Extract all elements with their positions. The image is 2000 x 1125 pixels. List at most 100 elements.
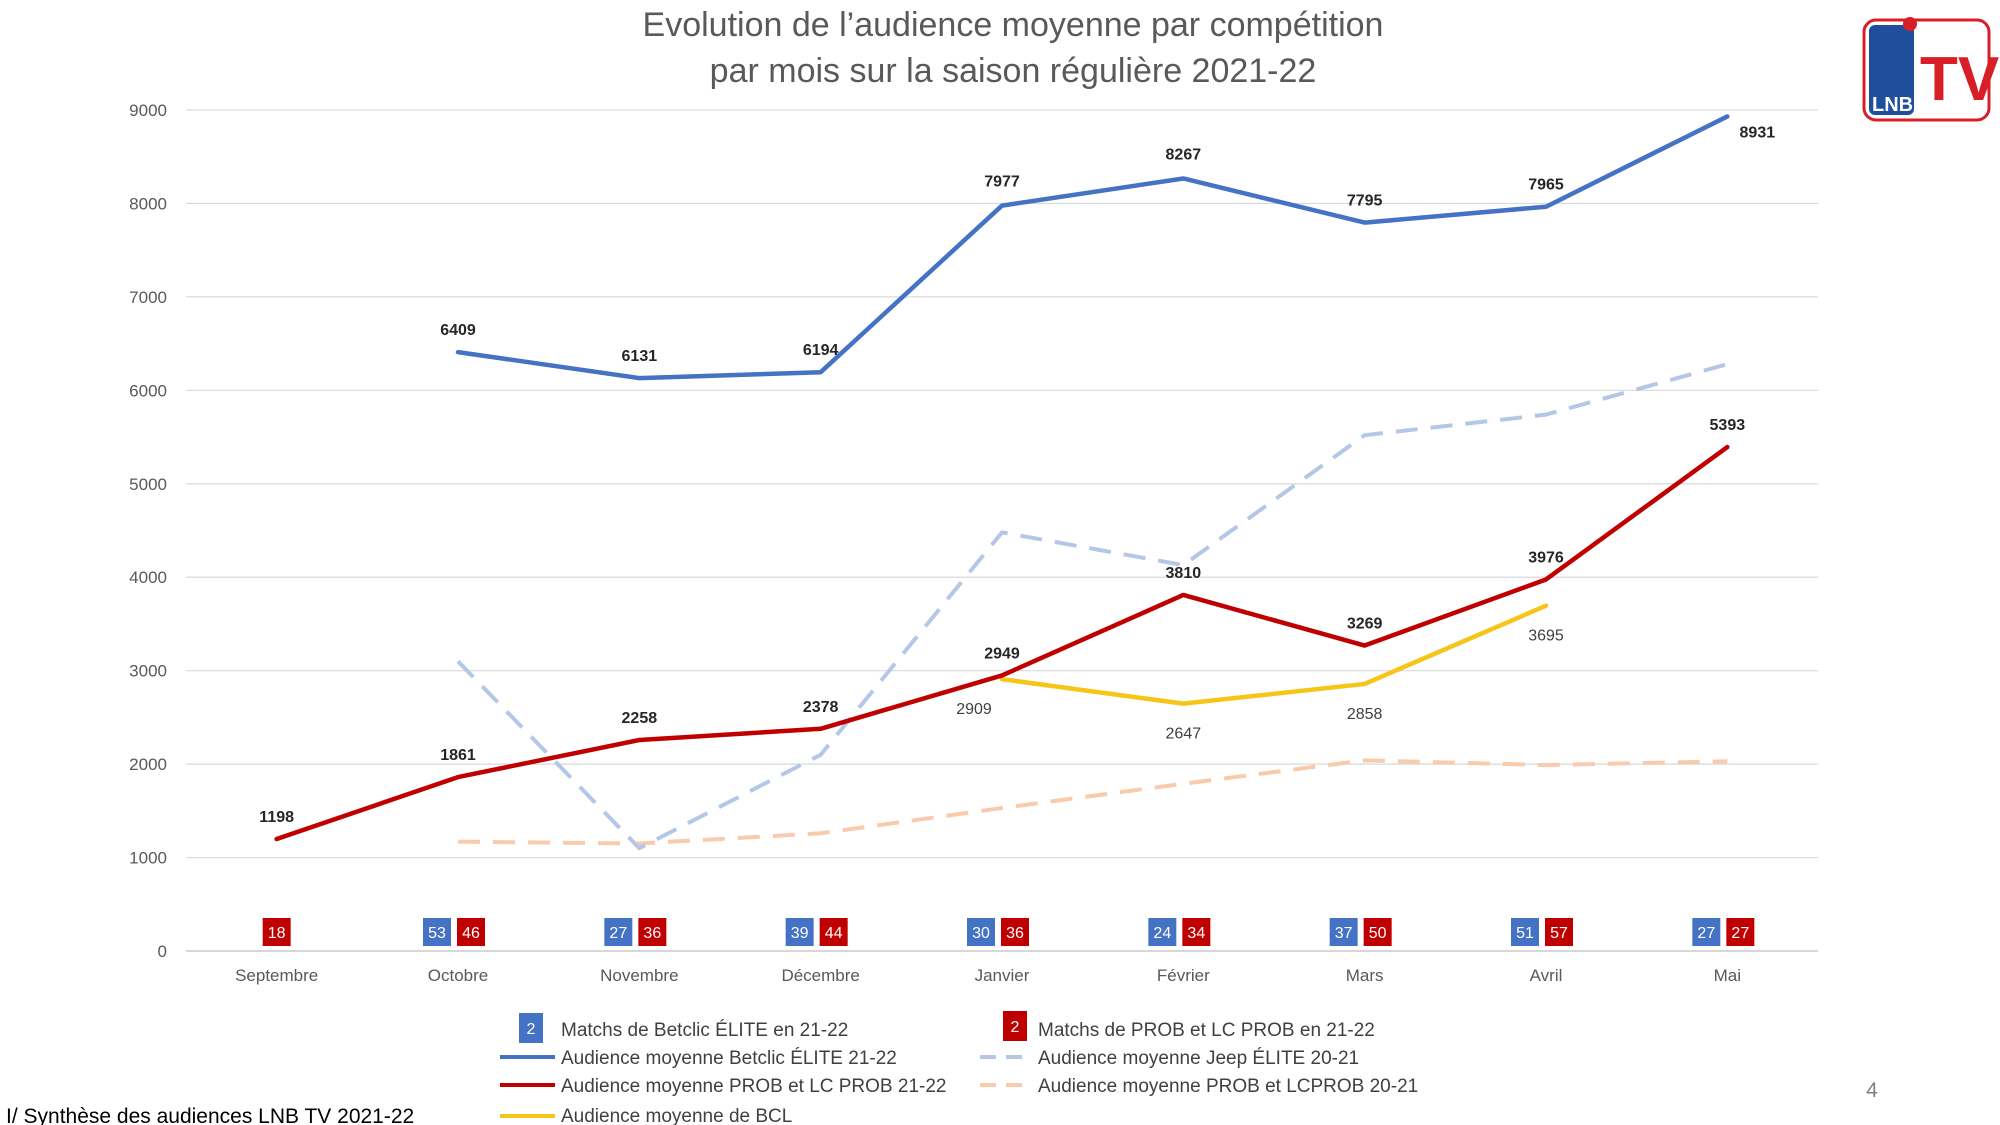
y-tick-label: 8000 [129, 194, 167, 213]
badge-prob [457, 918, 485, 946]
data-label-elite: 8931 [1740, 124, 1776, 141]
badge-prob-count: 36 [1006, 925, 1024, 942]
series-line-lcprob2021 [457, 758, 1728, 846]
badge-prob [1726, 918, 1755, 946]
data-label-bcl: 2858 [1347, 706, 1383, 723]
legend-prob: Audience moyenne PROB et LC PROB 21-22 [561, 1076, 946, 1097]
y-tick-label: 7000 [129, 288, 167, 307]
badge-elite-count: 51 [1516, 925, 1534, 942]
y-axis-ticks: 0 1000 2000 3000 4000 5000 6000 7000 8000 9000 [129, 101, 167, 961]
y-tick-label: 4000 [129, 568, 167, 587]
legend-badge-elite-text: 2 [527, 1021, 536, 1038]
data-label-elite: 6409 [440, 322, 476, 339]
badge-elite-count: 53 [428, 925, 446, 942]
badge-elite [423, 918, 451, 946]
y-tick-label: 6000 [129, 381, 167, 400]
data-label-bcl: 2647 [1166, 726, 1202, 743]
x-axis-ticks: Septembre Octobre Novembre Décembre Janvier F… [235, 966, 1741, 985]
data-label-elite: 6194 [803, 342, 839, 359]
match-count-badges: 18 53 46 27 36 39 44 30 36 24 34 37 50 51 57 27 27 [262, 918, 1755, 946]
badge-prob-count: 27 [1731, 925, 1749, 942]
legend-prob-matches: Matchs de PROB et LC PROB en 21-22 [1038, 1020, 1375, 1041]
data-label-prob: 3976 [1528, 549, 1564, 566]
y-tick-label: 5000 [129, 475, 167, 494]
basketball-icon [1903, 17, 1917, 31]
badge-prob-count: 44 [825, 925, 843, 942]
badge-prob [1363, 918, 1392, 946]
series-line-elite [455, 114, 1730, 381]
data-label-prob: 2949 [984, 645, 1020, 662]
badge-prob-count: 34 [1187, 925, 1205, 942]
badge-prob-count: 50 [1369, 925, 1387, 942]
y-tick-label: 2000 [129, 755, 167, 774]
legend-bcl: Audience moyenne de BCL [561, 1106, 792, 1125]
y-tick-label: 3000 [129, 662, 167, 681]
x-tick-label: Novembre [600, 966, 678, 985]
legend-jeep: Audience moyenne Jeep ÉLITE 20-21 [1038, 1048, 1359, 1069]
x-tick-label: Mai [1714, 966, 1741, 985]
legend-badge-elite [519, 1013, 543, 1043]
badge-elite [785, 918, 814, 946]
series-line-jeep [456, 362, 1728, 851]
logo-lnb: LNB [1872, 94, 1913, 116]
data-label-bcl: 2909 [956, 701, 992, 718]
badge-elite [1148, 918, 1177, 946]
data-label-elite: 7795 [1347, 193, 1383, 210]
data-label-prob: 5393 [1710, 417, 1746, 434]
data-label-elite: 6131 [622, 348, 658, 365]
chart-title-line-2: par mois sur la saison régulière 2021-22 [710, 52, 1317, 90]
badge-elite-count: 30 [972, 925, 990, 942]
footer-text: I/ Synthèse des audiences LNB TV 2021-22 [6, 1105, 414, 1125]
data-label-prob: 2378 [803, 699, 839, 716]
badge-prob [262, 918, 291, 946]
data-label-prob: 1861 [440, 747, 476, 764]
x-tick-label: Décembre [781, 966, 859, 985]
x-tick-label: Octobre [428, 966, 488, 985]
legend-elite-matches: Matchs de Betclic ÉLITE en 21-22 [561, 1020, 848, 1041]
badge-prob-count: 46 [462, 925, 480, 942]
legend-elite: Audience moyenne Betclic ÉLITE 21-22 [561, 1048, 897, 1069]
y-tick-label: 9000 [129, 101, 167, 120]
y-tick-label: 1000 [129, 849, 167, 868]
badge-elite-count: 37 [1335, 925, 1353, 942]
y-tick-label: 0 [158, 942, 167, 961]
chart-title: Evolution de l’audience moyenne par comp… [643, 6, 1384, 90]
badge-elite-count: 27 [609, 925, 627, 942]
x-tick-label: Mars [1346, 966, 1384, 985]
lnb-tv-logo: TV LNB [1862, 17, 1999, 122]
badge-prob [1001, 918, 1029, 946]
badge-elite [604, 918, 633, 946]
legend-badge-prob-text: 2 [1011, 1019, 1020, 1036]
badge-elite [1692, 918, 1721, 946]
data-label-elite: 7965 [1528, 177, 1564, 194]
data-label-prob: 3810 [1166, 565, 1202, 582]
data-label-elite: 7977 [984, 174, 1020, 191]
legend-badge-prob [1003, 1011, 1027, 1041]
logo-tv: TV [1920, 45, 1999, 114]
series-line-prob [274, 444, 1730, 842]
x-tick-label: Janvier [975, 966, 1030, 985]
badge-prob-count: 57 [1550, 925, 1568, 942]
badge-prob [1182, 918, 1211, 946]
x-tick-label: Septembre [235, 966, 318, 985]
data-labels: 6409 6131 6194 7977 8267 7795 7965 8931 1198 1861… [259, 124, 1775, 826]
badge-elite [1329, 918, 1358, 946]
data-label-prob: 1198 [259, 809, 294, 826]
badge-elite-count: 24 [1153, 925, 1171, 942]
x-tick-label: Février [1157, 966, 1210, 985]
series-lines [274, 114, 1730, 851]
logo-blue-block [1869, 25, 1914, 115]
data-label-elite: 8267 [1166, 146, 1202, 163]
legend-lcprob2021: Audience moyenne PROB et LCPROB 20-21 [1038, 1076, 1418, 1097]
badge-elite-count: 27 [1697, 925, 1715, 942]
page-number: 4 [1866, 1079, 1878, 1102]
x-tick-label: Avril [1530, 966, 1563, 985]
badge-elite [967, 918, 995, 946]
badge-prob [638, 918, 667, 946]
data-label-prob: 2258 [622, 710, 658, 727]
badge-prob-count: 36 [643, 925, 661, 942]
legend: 2 Matchs de Betclic ÉLITE en 21-22 2 Mat… [500, 1011, 1418, 1125]
badge-elite [1511, 918, 1539, 946]
data-label-bcl: 3695 [1528, 628, 1564, 645]
